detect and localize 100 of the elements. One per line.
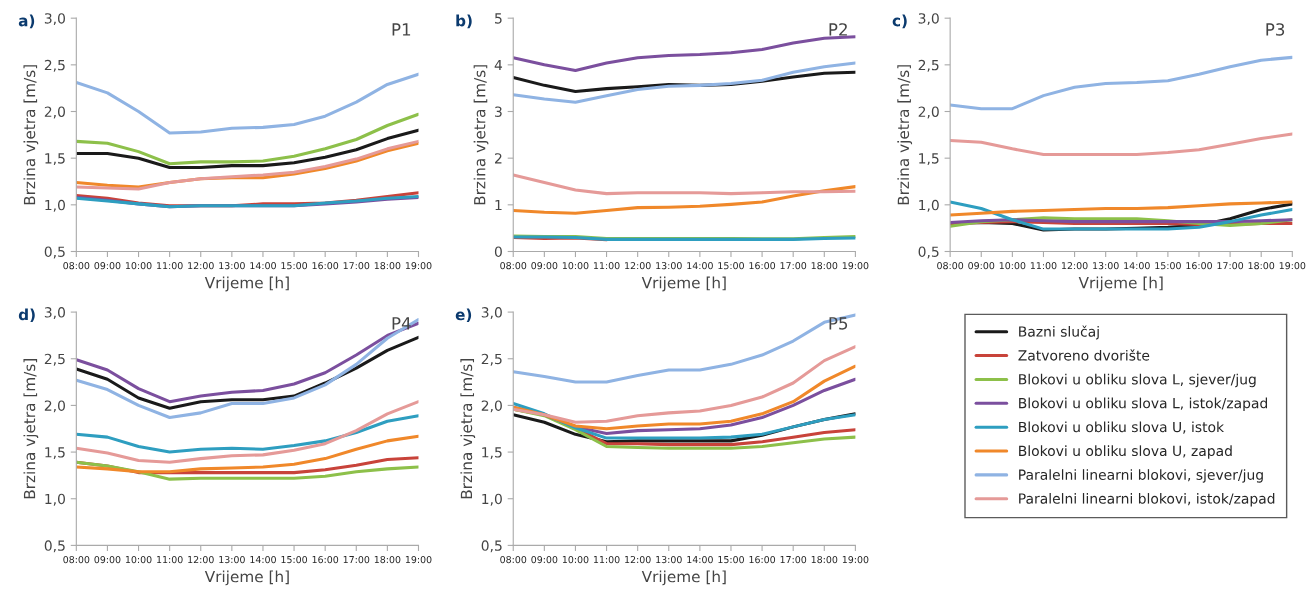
x-tick-label: 10:00 [125,555,152,564]
x-tick-label: 11:00 [157,262,183,270]
y-axis-title: Brzina vjetra [m/s] [23,65,39,205]
y-axis-title: Brzina vjetra [m/s] [460,359,476,499]
x-axis-title: Vrijeme [h] [204,276,289,292]
x-tick-label: 17:00 [343,555,370,564]
legend-label: Zatvoreno dvorište [1018,349,1150,361]
y-tick-label: 4 [494,59,503,71]
x-tick-label: 12:00 [188,262,214,270]
y-tick-label: 1,5 [482,447,502,459]
x-tick-label: 15:00 [281,555,308,564]
x-tick-label: 18:00 [811,262,838,270]
y-tick-label: 1,0 [45,493,65,506]
y-axis-title: Brzina vjetra [m/s] [473,65,489,205]
x-tick-label: 11:00 [593,555,620,564]
x-tick-label: 17:00 [1217,262,1244,270]
x-tick-label: 16:00 [749,262,776,270]
x-tick-label: 11:00 [1030,262,1057,270]
x-tick-label: 09:00 [531,262,558,270]
x-tick-label: 16:00 [312,262,339,270]
x-tick-label: 14:00 [1124,262,1150,270]
y-tick-label: 0,5 [44,246,65,259]
y-tick-label: 3 [495,106,502,117]
x-tick-label: 13:00 [1093,262,1119,270]
y-tick-label: 3,0 [44,307,65,319]
x-tick-label: 15:00 [1155,262,1181,270]
chart-title: c) [892,14,907,29]
y-tick-label: 1,0 [919,199,939,212]
y-axis-title: Brzina vjetra [m/s] [897,65,913,205]
x-tick-label: 19:00 [842,555,869,564]
y-tick-label: 2,5 [918,59,939,72]
x-tick-label: 08:00 [500,555,527,564]
y-tick-label: 1,5 [45,447,65,459]
chart-title: a) [18,14,35,29]
y-tick-label: 3,0 [44,13,65,26]
x-tick-label: 17:00 [780,262,807,270]
chart-subtitle: P2 [829,23,847,36]
y-tick-label: 2,5 [481,353,502,366]
y-tick-label: 0,5 [918,246,939,259]
x-tick-label: 11:00 [593,262,620,270]
x-tick-label: 14:00 [687,262,713,270]
x-tick-label: 19:00 [405,262,432,270]
legend-label: Bazni slučaj [1019,325,1099,340]
y-tick-label: 2,5 [44,59,65,72]
y-axis-title: Brzina vjetra [m/s] [23,359,39,499]
x-tick-label: 14:00 [687,555,713,564]
x-tick-label: 19:00 [842,262,869,270]
y-tick-label: 2,0 [44,106,65,119]
x-tick-label: 13:00 [656,555,682,564]
chart-title: d) [18,308,35,323]
x-tick-label: 12:00 [625,555,651,564]
x-tick-label: 15:00 [718,262,744,270]
x-tick-label: 19:00 [1279,262,1306,270]
legend-label: Blokovi u obliku slova U, istok [1019,421,1225,434]
x-tick-label: 10:00 [562,262,589,270]
x-tick-label: 10:00 [562,555,589,564]
x-tick-label: 15:00 [281,262,308,270]
x-tick-label: 11:00 [157,555,183,564]
x-tick-label: 18:00 [811,555,838,564]
x-tick-label: 17:00 [343,262,370,270]
x-axis-title: Vrijeme [h] [204,570,289,586]
chart-subtitle: P5 [829,317,848,330]
x-tick-label: 14:00 [250,555,276,564]
x-tick-label: 10:00 [999,262,1026,270]
chart-subtitle: P4 [392,317,411,330]
y-tick-label: 2,5 [44,353,65,366]
y-tick-label: 3,0 [481,307,502,319]
legend-label: Blokovi u obliku slova L, istok/zapad [1019,397,1268,412]
y-tick-label: 1 [495,199,502,211]
x-tick-label: 09:00 [94,262,121,270]
x-axis-title: Vrijeme [h] [641,570,726,586]
x-tick-label: 13:00 [219,555,245,564]
x-tick-label: 16:00 [312,555,339,564]
y-tick-label: 2,0 [481,400,502,413]
x-tick-label: 13:00 [656,262,682,270]
x-tick-label: 08:00 [500,262,527,270]
x-tick-label: 10:00 [125,262,152,270]
y-tick-label: 0,5 [481,540,502,553]
y-tick-label: 2,0 [918,106,939,119]
chart-subtitle: P1 [392,23,411,36]
y-tick-label: 1,0 [482,493,502,506]
x-tick-label: 09:00 [531,555,558,564]
x-tick-label: 08:00 [63,262,90,270]
y-tick-label: 0 [494,246,502,257]
x-tick-label: 18:00 [374,262,401,270]
x-tick-label: 16:00 [1186,262,1212,270]
y-tick-label: 1,0 [45,199,65,212]
x-tick-label: 09:00 [968,262,995,270]
x-tick-label: 13:00 [219,262,245,270]
y-tick-label: 1,5 [919,153,939,166]
legend-label: Paralelni linearni blokovi, istok/zapad [1019,493,1275,507]
x-tick-label: 08:00 [63,555,90,564]
x-tick-label: 14:00 [250,262,276,270]
x-tick-label: 17:00 [780,555,807,564]
y-tick-label: 2,0 [44,400,65,413]
legend-label: Paralelni linearni blokovi, sjever/jug [1019,469,1263,483]
x-axis-title: Vrijeme [h] [641,276,726,292]
x-tick-label: 12:00 [625,262,651,270]
legend-label: Blokovi u obliku slova L, sjever/jug [1019,373,1256,388]
y-tick-label: 1,5 [45,153,65,166]
